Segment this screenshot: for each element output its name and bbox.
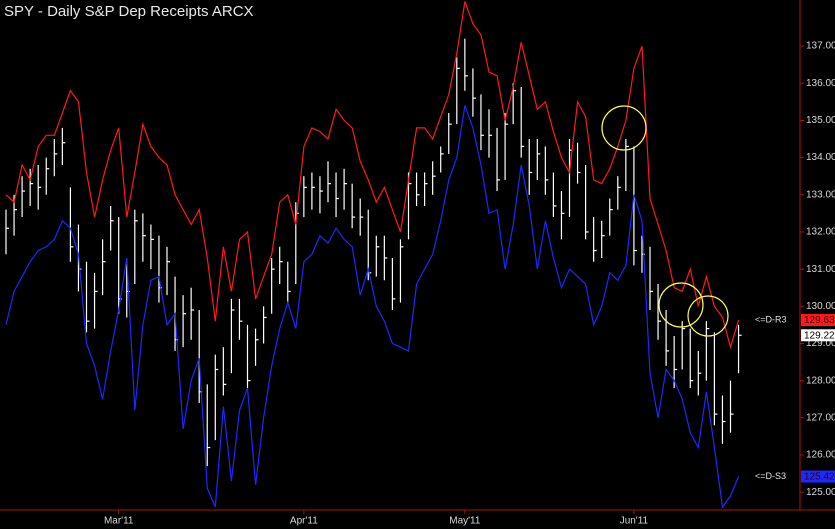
y-tick-label: 131.00 bbox=[806, 264, 835, 275]
x-tick-label: Jun'11 bbox=[620, 516, 649, 527]
series-label: <=D-S3 bbox=[755, 471, 786, 481]
last-close-box bbox=[801, 329, 835, 342]
chart-title: SPY - Daily S&P Dep Receipts ARCX bbox=[4, 3, 254, 20]
annotation-circle bbox=[687, 295, 729, 337]
last-value-box bbox=[801, 470, 835, 483]
y-tick-label: 125.00 bbox=[806, 487, 835, 498]
x-tick-label: Apr'11 bbox=[290, 516, 318, 527]
x-tick-label: May'11 bbox=[449, 516, 481, 527]
y-tick-label: 130.00 bbox=[806, 301, 835, 312]
y-tick-label: 132.00 bbox=[806, 227, 835, 238]
series-label: <=D-R3 bbox=[755, 314, 787, 324]
y-tick-label: 133.00 bbox=[806, 189, 835, 200]
band-line bbox=[5, 105, 740, 509]
y-tick-label: 127.00 bbox=[806, 412, 835, 423]
last-value-box bbox=[801, 314, 835, 327]
annotation-circles bbox=[601, 105, 729, 337]
last-close-label: 129.22 bbox=[804, 330, 835, 341]
last-value-label: 125.42 bbox=[804, 472, 835, 483]
annotation-circle bbox=[601, 105, 647, 151]
last-value-label: 129.63 bbox=[804, 315, 835, 326]
y-tick-label: 128.00 bbox=[806, 375, 835, 386]
y-tick-label: 126.00 bbox=[806, 450, 835, 461]
annotation-circle bbox=[658, 282, 704, 328]
y-tick-label: 136.00 bbox=[806, 78, 835, 89]
y-tick-label: 134.00 bbox=[806, 152, 835, 163]
plot-area bbox=[5, 1, 742, 509]
y-tick-label: 135.00 bbox=[806, 115, 835, 126]
y-tick-label: 137.00 bbox=[806, 41, 835, 52]
y-tick-label: 129.00 bbox=[806, 338, 835, 349]
band-line bbox=[5, 1, 740, 350]
x-tick-label: Mar'11 bbox=[104, 516, 134, 527]
